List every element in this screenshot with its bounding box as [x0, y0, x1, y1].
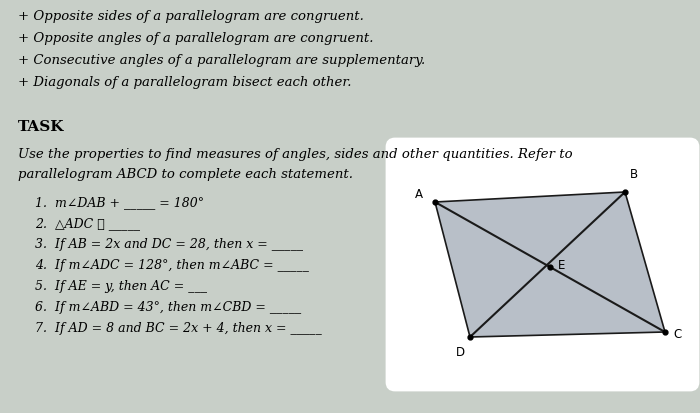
- Text: + Consecutive angles of a parallelogram are supplementary.: + Consecutive angles of a parallelogram …: [18, 54, 426, 67]
- Text: E: E: [558, 259, 566, 272]
- Text: 3.  If AB = 2x and DC = 28, then x = _____: 3. If AB = 2x and DC = 28, then x = ____…: [35, 237, 303, 250]
- Text: Use the properties to find measures of angles, sides and other quantities. Refer: Use the properties to find measures of a…: [18, 147, 573, 161]
- Text: C: C: [673, 328, 681, 341]
- Text: B: B: [630, 168, 638, 180]
- Text: 2.  △ADC ≅ _____: 2. △ADC ≅ _____: [35, 216, 140, 230]
- Text: 7.  If AD = 8 and BC = 2x + 4, then x = _____: 7. If AD = 8 and BC = 2x + 4, then x = _…: [35, 321, 322, 334]
- Text: + Opposite angles of a parallelogram are congruent.: + Opposite angles of a parallelogram are…: [18, 32, 374, 45]
- Text: + Opposite sides of a parallelogram are congruent.: + Opposite sides of a parallelogram are …: [18, 10, 364, 23]
- Text: + Diagonals of a parallelogram bisect each other.: + Diagonals of a parallelogram bisect ea…: [18, 76, 351, 89]
- Text: 5.  If AE = y, then AC = ___: 5. If AE = y, then AC = ___: [35, 279, 207, 292]
- Text: TASK: TASK: [18, 120, 64, 134]
- Text: 4.  If m∠ADC = 128°, then m∠ABC = _____: 4. If m∠ADC = 128°, then m∠ABC = _____: [35, 259, 309, 271]
- Text: D: D: [456, 345, 465, 358]
- Text: parallelogram ABCD to complete each statement.: parallelogram ABCD to complete each stat…: [18, 168, 353, 180]
- Text: A: A: [415, 188, 423, 201]
- Text: 6.  If m∠ABD = 43°, then m∠CBD = _____: 6. If m∠ABD = 43°, then m∠CBD = _____: [35, 300, 301, 313]
- Polygon shape: [435, 192, 665, 337]
- FancyBboxPatch shape: [387, 140, 698, 390]
- Text: 1.  m∠DAB + _____ = 180°: 1. m∠DAB + _____ = 180°: [35, 195, 204, 209]
